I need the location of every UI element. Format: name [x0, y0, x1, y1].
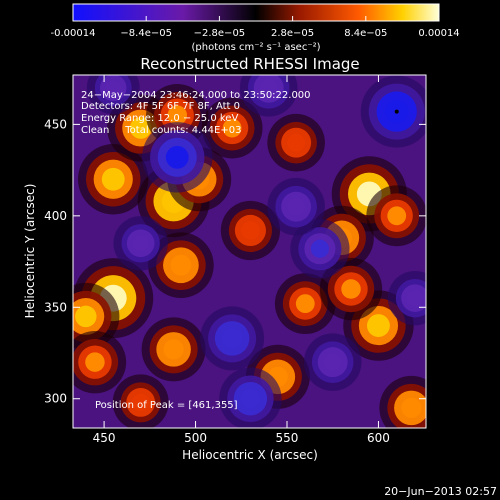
colorbar-tick-label: 8.4e−05	[344, 28, 387, 39]
x-axis-label: Heliocentric X (arcsec)	[182, 448, 318, 462]
plot-frame	[72, 74, 427, 429]
colorbar-tick-label: −8.4e−05	[120, 28, 172, 39]
heatmap-blob-peak	[406, 290, 424, 307]
chart-title: Reconstructed RHESSI Image	[140, 55, 359, 73]
heatmap-blob-peak	[240, 388, 261, 409]
heatmap-blob-peak	[367, 314, 390, 337]
colorbar-unit-label: (photons cm⁻² s⁻¹ asec⁻²)	[191, 42, 320, 53]
colorbar	[72, 3, 440, 22]
heatmap-blob-peak	[167, 105, 187, 125]
colorbar-ticks: -0.00014 −8.4e−05 −2.8e−05 2.8e−05 8.4e−05 0.…	[51, 16, 460, 39]
x-tick-label: 600	[367, 431, 390, 445]
heatmap-blob-peak	[170, 254, 192, 276]
heatmap-blob-peak	[323, 353, 342, 371]
annotation-clean: Clean Total counts: 4.44E+03	[81, 125, 241, 136]
heatmap	[73, 75, 426, 428]
heatmap-blob-peak	[129, 117, 152, 139]
heatmap-blob-peak	[401, 397, 422, 418]
colorbar-tick-label: −2.8e−05	[194, 28, 246, 39]
y-tick-label: 450	[44, 117, 67, 131]
y-tick-label: 350	[44, 300, 67, 314]
heatmap-blob-peak	[132, 393, 150, 411]
y-tick-label: 300	[44, 392, 67, 406]
heatmap-blobs	[73, 75, 426, 428]
heatmap-blob-peak	[85, 352, 105, 372]
x-tick-label: 500	[184, 431, 207, 445]
heatmap-blob-peak	[222, 328, 243, 349]
heatmap-blob-peak	[341, 279, 361, 299]
heatmap-blob-peak	[259, 79, 278, 97]
y-axis-label: Heliocentric Y (arcsec)	[23, 184, 37, 319]
colorbar-tick-label: -0.00014	[51, 28, 96, 39]
annotation-time: 24−May−2004 23:46:24.000 to 23:50:22.000	[81, 90, 311, 101]
x-tick-label: 550	[276, 431, 299, 445]
annotation-peak: Position of Peak = [461,355]	[95, 400, 238, 411]
heatmap-blob-peak	[75, 305, 97, 328]
annotation-detectors: Detectors: 4F 5F 6F 7F 8F, Att 0	[81, 101, 240, 112]
heatmap-blob-peak	[105, 80, 121, 96]
heatmap-blob-peak	[295, 294, 315, 314]
axes: 450 500 550 600 300 350 400 450	[44, 75, 426, 445]
heatmap-blob-peak	[287, 133, 305, 152]
x-tick-label: 450	[93, 431, 116, 445]
footer-date: 20−Jun−2013 02:57	[384, 485, 497, 498]
heatmap-blob-peak	[165, 145, 189, 169]
annotation-energy: Energy Range: 12.0 − 25.0 keV	[81, 113, 238, 124]
heatmap-blob-peak	[310, 239, 329, 258]
heatmap-blob-peak	[132, 235, 149, 252]
peak-marker	[394, 109, 399, 114]
heatmap-blob-peak	[222, 118, 242, 138]
heatmap-blob-peak	[241, 221, 260, 240]
heatmap-blob-peak	[387, 206, 407, 226]
y-tick-label: 400	[44, 209, 67, 223]
heatmap-blob-peak	[163, 339, 184, 360]
colorbar-tick-label: 0.00014	[418, 28, 459, 39]
heatmap-blob-peak	[101, 167, 125, 191]
colorbar-tick-label: 2.8e−05	[271, 28, 314, 39]
heatmap-blob-peak	[287, 197, 305, 216]
